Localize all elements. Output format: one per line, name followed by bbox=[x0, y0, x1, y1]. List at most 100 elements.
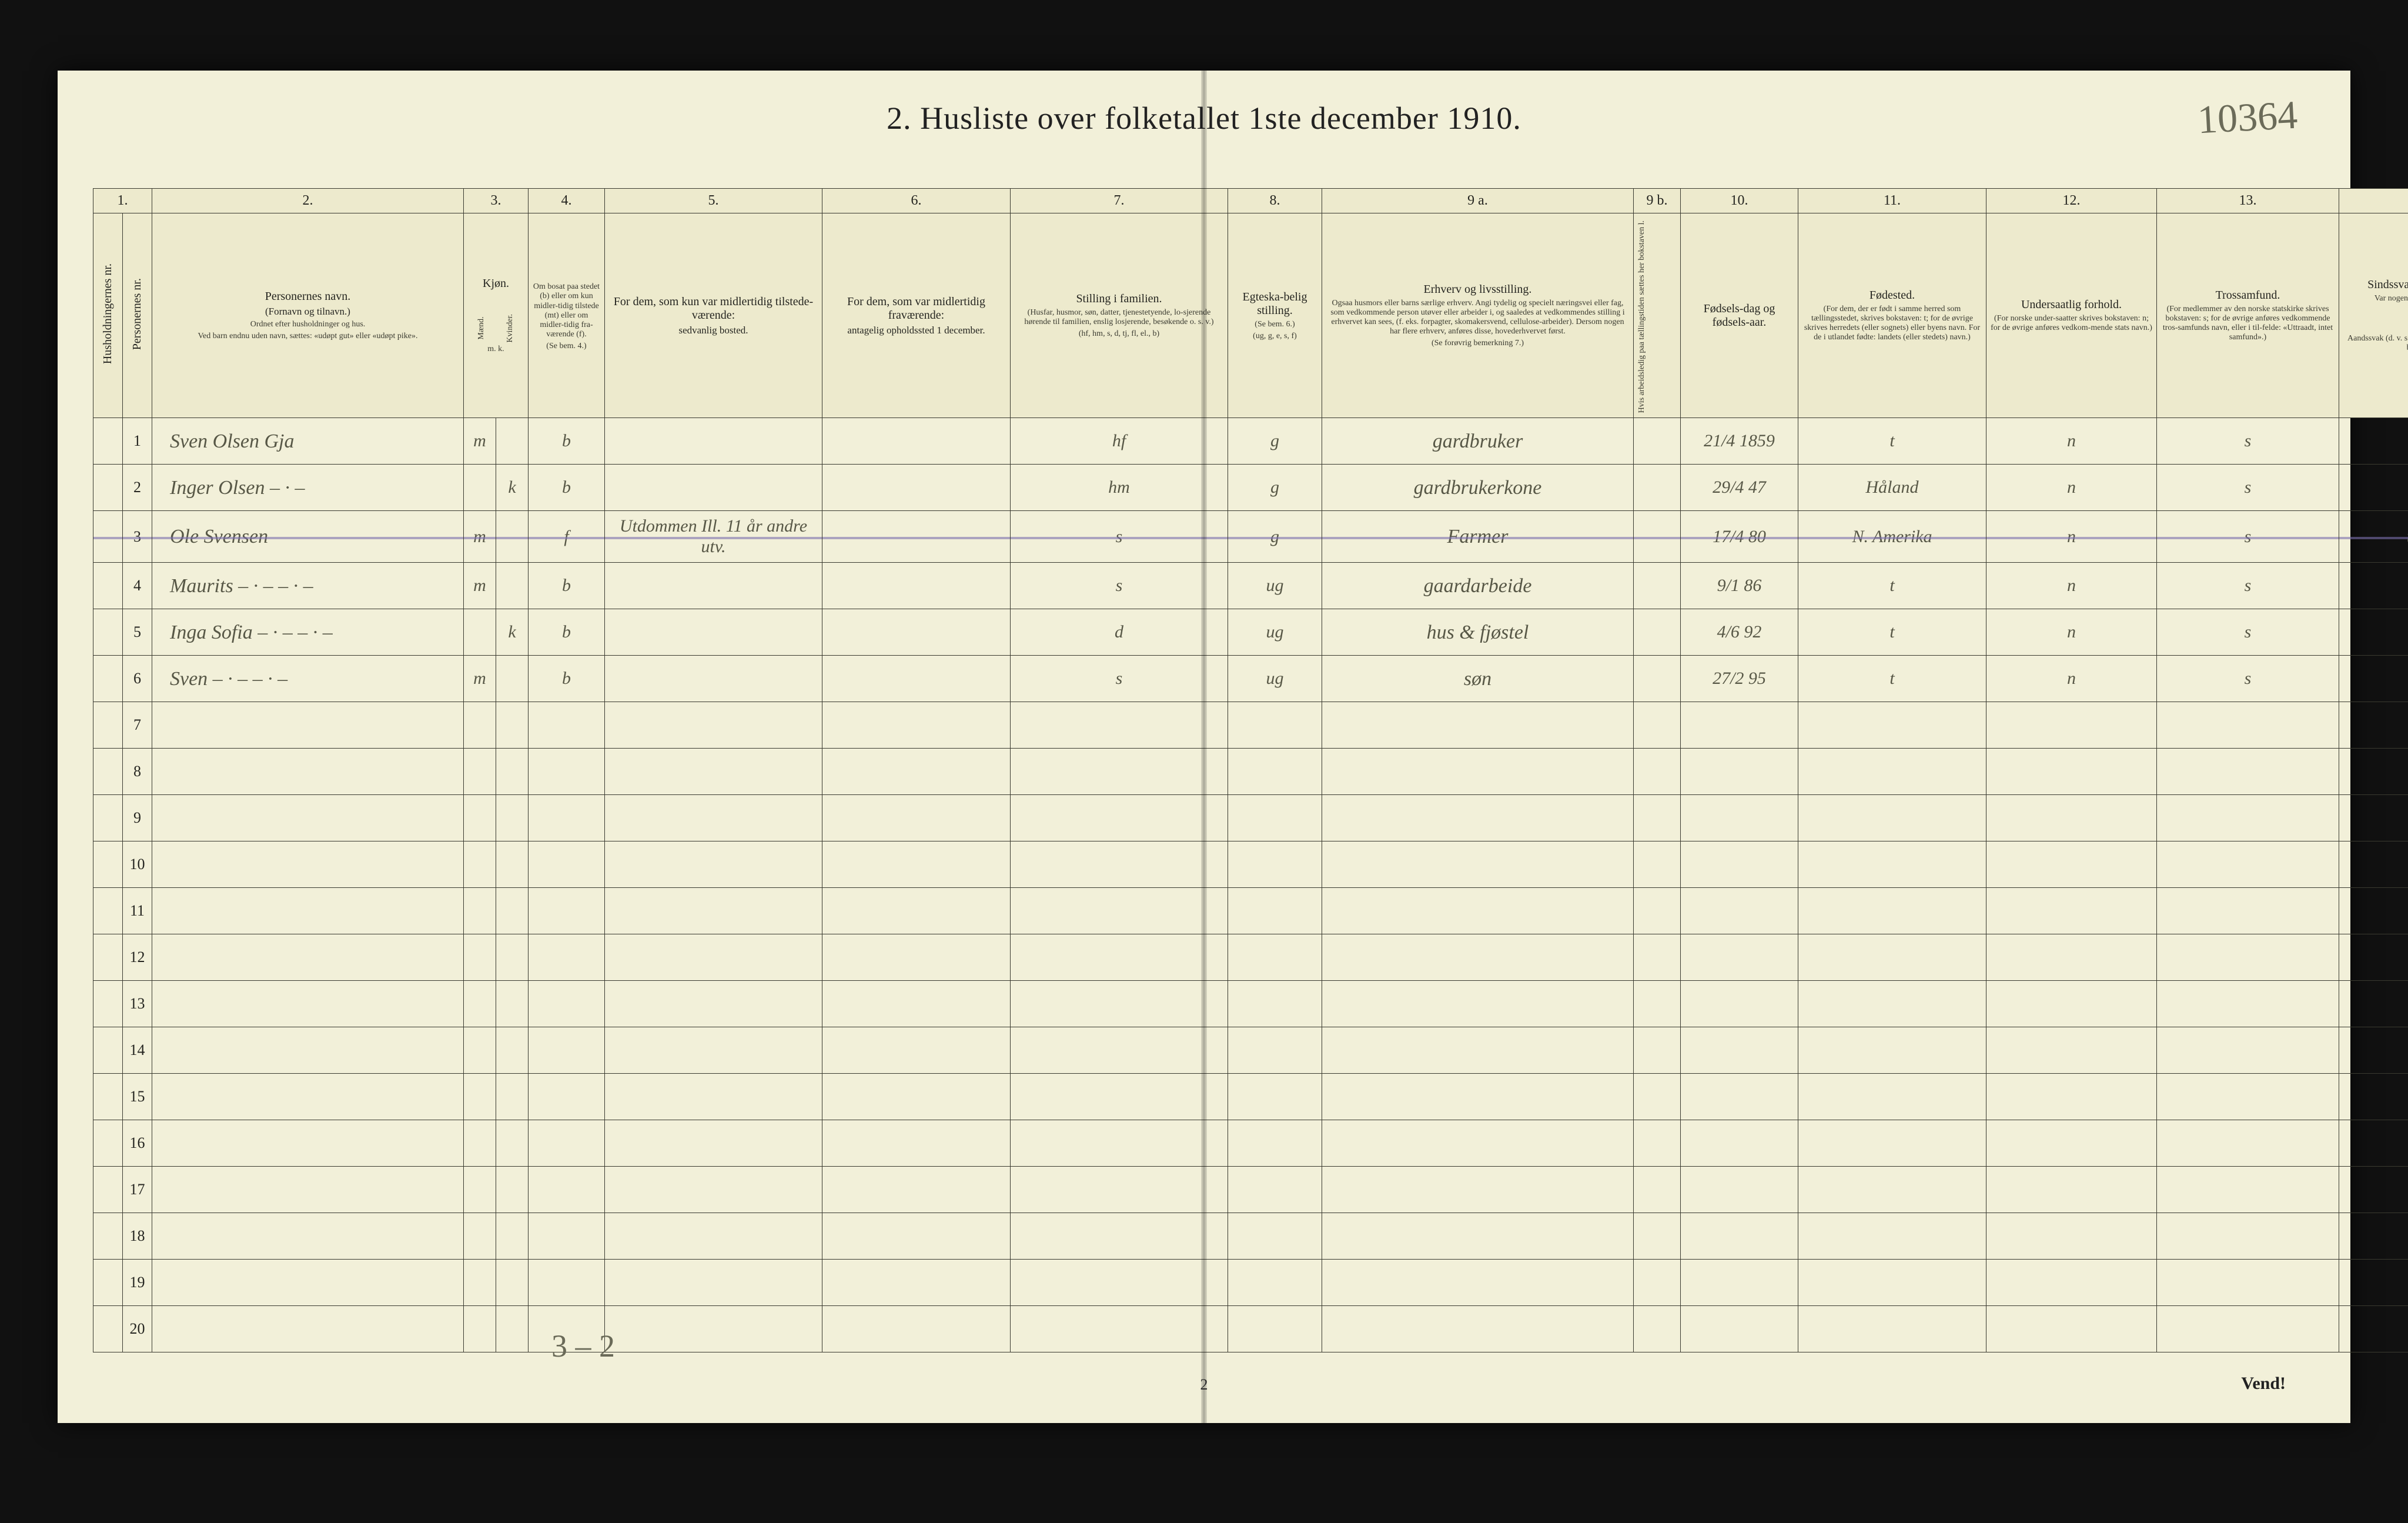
person-nr-cell-value: 14 bbox=[130, 1041, 145, 1058]
bosted-cell bbox=[605, 418, 822, 465]
frav-cell bbox=[822, 1166, 1011, 1213]
corner-id-handwritten: 10364 bbox=[2196, 92, 2299, 143]
colnum-10: 10. bbox=[1681, 189, 1798, 213]
stilling-cell: s bbox=[1011, 656, 1228, 702]
fodselsaar-cell bbox=[1681, 981, 1798, 1027]
fodested-cell: t bbox=[1798, 656, 1986, 702]
undersaat-cell-value: n bbox=[2067, 527, 2076, 546]
table-row: 20 bbox=[93, 1305, 2408, 1352]
bosat-cell: b bbox=[529, 465, 605, 511]
frav-cell bbox=[822, 1120, 1011, 1166]
tros-cell: s bbox=[2157, 418, 2339, 465]
stilling-cell-value: d bbox=[1115, 622, 1123, 642]
bosat-cell bbox=[529, 702, 605, 749]
table-row: 4Maurits – · – – · –mbsuggaardarbeide9/1… bbox=[93, 563, 2408, 609]
sind-cell bbox=[2339, 1027, 2408, 1074]
fodselsaar-cell bbox=[1681, 749, 1798, 795]
col-erhverv-sub1: Ogsaa husmors eller barns særlige erhver… bbox=[1326, 299, 1630, 336]
stilling-cell bbox=[1011, 1259, 1228, 1305]
sex-m-cell bbox=[464, 1213, 496, 1259]
egt-cell-value: ug bbox=[1266, 576, 1284, 595]
col-stilling-sub2: (hf, hm, s, d, tj, fl, el., b) bbox=[1014, 329, 1224, 339]
undersaat-cell bbox=[1986, 1074, 2157, 1120]
stilling-cell: hf bbox=[1011, 418, 1228, 465]
fodselsaar-cell bbox=[1681, 841, 1798, 888]
table-row: 10 bbox=[93, 841, 2408, 888]
sex-m-cell bbox=[464, 609, 496, 656]
col9b-cell bbox=[1634, 1305, 1681, 1352]
bosat-cell: b bbox=[529, 563, 605, 609]
bosat-cell-value: f bbox=[564, 527, 568, 546]
sex-m-cell bbox=[464, 1259, 496, 1305]
colnum-14: 14. bbox=[2339, 189, 2408, 213]
bosted-cell bbox=[605, 656, 822, 702]
person-nr-cell-value: 7 bbox=[133, 716, 141, 733]
sind-cell bbox=[2339, 981, 2408, 1027]
stilling-cell-value: s bbox=[1116, 669, 1123, 688]
sex-m-cell bbox=[464, 749, 496, 795]
stilling-cell: hm bbox=[1011, 465, 1228, 511]
tros-cell bbox=[2157, 1074, 2339, 1120]
fodselsaar-cell bbox=[1681, 888, 1798, 934]
fodested-cell bbox=[1798, 749, 1986, 795]
col-name: Personernes navn. (Fornavn og tilnavn.) … bbox=[152, 213, 464, 418]
name-cell: Sven Olsen Gja bbox=[152, 418, 464, 465]
fodested-cell bbox=[1798, 981, 1986, 1027]
tros-cell: s bbox=[2157, 511, 2339, 563]
col-person-nr-label: Personernes nr. bbox=[131, 278, 144, 350]
egt-cell bbox=[1228, 1213, 1322, 1259]
col9b-cell bbox=[1634, 749, 1681, 795]
undersaat-cell bbox=[1986, 934, 2157, 981]
sind-cell bbox=[2339, 795, 2408, 841]
col-frav-sub: antagelig opholdssted 1 december. bbox=[826, 325, 1006, 336]
frav-cell bbox=[822, 511, 1011, 563]
stilling-cell: d bbox=[1011, 609, 1228, 656]
bosat-cell bbox=[529, 1074, 605, 1120]
sind-cell bbox=[2339, 563, 2408, 609]
col-fodested-label: Fødested. bbox=[1869, 289, 1915, 302]
col9b-cell bbox=[1634, 841, 1681, 888]
col-tros: Trossamfund. (For medlemmer av den norsk… bbox=[2157, 213, 2339, 418]
sind-cell bbox=[2339, 1074, 2408, 1120]
col-fodested-sub: (For dem, der er født i samme herred som… bbox=[1802, 305, 1982, 342]
table-row: 17 bbox=[93, 1166, 2408, 1213]
erhverv-cell bbox=[1322, 888, 1634, 934]
sex-m-cell bbox=[464, 934, 496, 981]
col-9b: Hvis arbeidsledig paa tællingstiden sætt… bbox=[1634, 213, 1681, 418]
undersaat-cell bbox=[1986, 1120, 2157, 1166]
fodselsaar-cell-value: 4/6 92 bbox=[1717, 622, 1762, 642]
colnum-12: 12. bbox=[1986, 189, 2157, 213]
col-sex-k: Kvinder. bbox=[506, 314, 515, 343]
erhverv-cell: hus & fjøstel bbox=[1322, 609, 1634, 656]
tros-cell bbox=[2157, 1305, 2339, 1352]
sind-cell bbox=[2339, 656, 2408, 702]
fodested-cell bbox=[1798, 702, 1986, 749]
col-bosat-sub: (Se bem. 4.) bbox=[532, 342, 601, 351]
name-cell bbox=[152, 1213, 464, 1259]
tros-cell bbox=[2157, 1120, 2339, 1166]
household-nr-cell bbox=[93, 656, 123, 702]
erhverv-cell: gardbrukerkone bbox=[1322, 465, 1634, 511]
bosted-cell bbox=[605, 1259, 822, 1305]
fodested-cell bbox=[1798, 841, 1986, 888]
name-cell-value: Sven – · – – · – bbox=[170, 668, 287, 690]
bosat-cell bbox=[529, 1120, 605, 1166]
name-cell bbox=[152, 841, 464, 888]
col-tros-sub: (For medlemmer av den norske statskirke … bbox=[2160, 305, 2335, 342]
sex-k-cell bbox=[496, 1027, 529, 1074]
sex-k-cell bbox=[496, 749, 529, 795]
name-cell bbox=[152, 888, 464, 934]
sind-cell bbox=[2339, 841, 2408, 888]
col-erhverv-label: Erhverv og livsstilling. bbox=[1424, 283, 1532, 296]
undersaat-cell-value: n bbox=[2067, 576, 2076, 595]
bosted-cell bbox=[605, 888, 822, 934]
colnum-11: 11. bbox=[1798, 189, 1986, 213]
person-nr-cell: 6 bbox=[123, 656, 152, 702]
sind-cell bbox=[2339, 702, 2408, 749]
col9b-cell bbox=[1634, 563, 1681, 609]
household-nr-cell bbox=[93, 981, 123, 1027]
person-nr-cell: 17 bbox=[123, 1166, 152, 1213]
bosat-cell-value: b bbox=[562, 622, 571, 642]
undersaat-cell-value: n bbox=[2067, 477, 2076, 497]
census-table: 1. 2. 3. 4. 5. 6. 7. 8. 9 a. 9 b. 10. 11… bbox=[93, 188, 2408, 1352]
